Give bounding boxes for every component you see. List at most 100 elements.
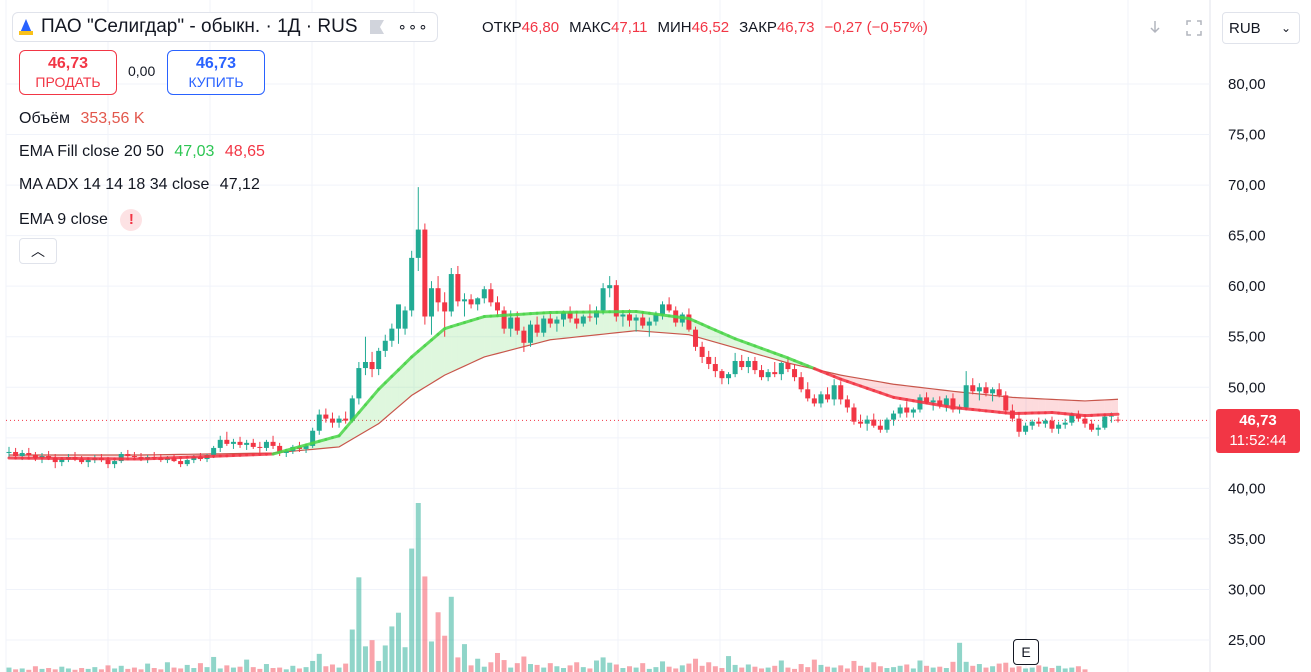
volume-bar: [475, 658, 481, 672]
ema-slow-line: [9, 330, 1119, 456]
candle-body: [1102, 416, 1108, 428]
volume-bar: [184, 664, 190, 672]
price-axis[interactable]: 80,0075,0070,0065,0060,0055,0050,0045,00…: [1228, 76, 1266, 649]
ema-fast-segment: [396, 361, 407, 372]
earnings-event-badge[interactable]: E: [1013, 639, 1039, 665]
price-tick-label: 25,00: [1228, 632, 1266, 649]
more-options-icon[interactable]: ∘∘∘: [397, 19, 429, 36]
candle-body: [534, 324, 540, 333]
volume-bar: [158, 669, 164, 672]
volume-bar: [112, 668, 118, 672]
buy-button[interactable]: 46,73 КУПИТЬ: [167, 50, 265, 95]
sell-button[interactable]: 46,73 ПРОДАТЬ: [19, 50, 117, 95]
volume-bar: [930, 667, 936, 672]
candle-body: [501, 310, 507, 329]
ema-fill-segment: [1078, 400, 1085, 416]
ema-fast-segment: [363, 395, 374, 407]
volume-bar: [244, 659, 250, 672]
candle-body: [785, 363, 791, 370]
candle-body: [838, 385, 844, 400]
volume-bar: [204, 667, 210, 672]
legend-ema9[interactable]: EMA 9 close !: [19, 209, 143, 231]
flag-icon[interactable]: [368, 19, 386, 35]
volume-bar: [303, 667, 309, 672]
ema-fill-segment: [642, 312, 650, 332]
volume-bar: [39, 668, 45, 672]
change-value: −0,27 (−0,57%): [824, 19, 928, 36]
download-icon[interactable]: [1148, 20, 1162, 36]
volume-bar: [970, 665, 976, 672]
candle-body: [178, 461, 184, 465]
candle-body: [910, 409, 916, 413]
legend-volume[interactable]: Объём 353,56 K: [19, 110, 145, 128]
volume-bar: [838, 665, 844, 672]
sell-price: 46,73: [47, 55, 89, 72]
candle-body: [191, 457, 197, 461]
candle-body: [125, 453, 131, 457]
ema-fill-segment: [1091, 400, 1099, 416]
volume-bar: [798, 664, 804, 672]
ema-fast-segment: [403, 355, 414, 365]
volume-bar: [422, 576, 428, 672]
ema-fill-area: [9, 311, 1118, 460]
volume-bar: [871, 662, 877, 672]
candle-body: [508, 317, 514, 329]
buy-price: 46,73: [195, 55, 237, 72]
candle-body: [79, 459, 85, 463]
volume-bar: [369, 640, 375, 672]
candle-body: [613, 285, 619, 317]
candle-body: [461, 299, 467, 302]
candle-body: [976, 387, 982, 392]
price-tick-label: 65,00: [1228, 228, 1266, 245]
low-label: МИН: [657, 19, 692, 36]
candle-body: [422, 229, 428, 317]
candle-body: [930, 400, 936, 403]
ema-fast-segment: [377, 381, 387, 391]
legend-ma-adx[interactable]: MA ADX 14 14 18 34 close 47,12: [19, 176, 260, 194]
volume-bar: [52, 669, 58, 672]
ema-fill-segment: [616, 311, 623, 333]
collapse-legend-button[interactable]: ︿: [19, 238, 57, 264]
candle-body: [759, 370, 765, 378]
last-price-tag: 46,73 11:52:44: [1216, 409, 1300, 453]
candle-body: [712, 364, 718, 372]
candle-body: [864, 419, 870, 424]
ema-fill-segment: [438, 328, 445, 380]
volume-bar: [627, 666, 633, 672]
candle-body: [904, 407, 910, 413]
candle-body: [26, 452, 32, 456]
currency-select[interactable]: RUB ⌄: [1222, 12, 1300, 44]
candle-body: [184, 460, 190, 465]
candle-body: [580, 316, 586, 324]
candle-body: [329, 418, 335, 423]
price-tick-label: 50,00: [1228, 379, 1266, 396]
symbol-header[interactable]: ПАО "Селигдар" - обыкн. · 1Д · RUS ∘∘∘: [12, 12, 438, 42]
candle-body: [963, 385, 969, 408]
candle-body: [237, 441, 243, 445]
volume-bar: [290, 665, 296, 672]
volume-bar: [1029, 667, 1035, 672]
candle-body: [1049, 420, 1055, 429]
candle-body: [950, 398, 956, 410]
volume-bar: [864, 667, 870, 672]
volume-bar: [514, 663, 520, 672]
ema-fast-segment: [370, 387, 381, 399]
volume-bar: [316, 653, 322, 672]
ema-fill-segment: [906, 385, 914, 401]
legend-ema-fill[interactable]: EMA Fill close 20 50 47,03 48,65: [19, 143, 265, 161]
candle-body: [1108, 415, 1114, 417]
candle-body: [356, 368, 362, 399]
volume-bar: [32, 666, 38, 672]
volume-bar: [891, 667, 897, 672]
volume-bar: [283, 669, 289, 672]
candle-body: [1089, 423, 1095, 430]
volume-bar: [151, 668, 157, 672]
volume-bar: [461, 644, 467, 672]
warning-icon[interactable]: !: [120, 209, 143, 231]
candle-body: [719, 371, 725, 379]
candle-body: [693, 329, 699, 347]
candle-body: [633, 317, 639, 321]
fullscreen-icon[interactable]: [1186, 20, 1202, 36]
volume-bar: [376, 660, 382, 672]
